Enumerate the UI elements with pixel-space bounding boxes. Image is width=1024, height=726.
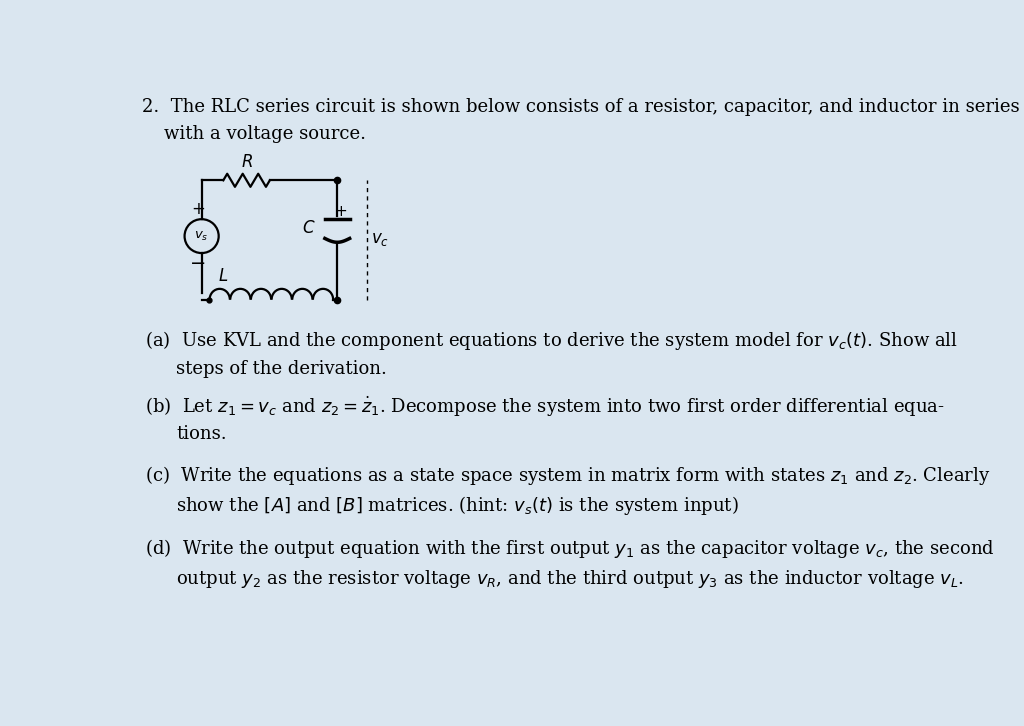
Text: tions.: tions. xyxy=(176,425,226,443)
Text: $R$: $R$ xyxy=(241,154,253,171)
Text: (b)  Let $z_1 = v_c$ and $z_2 = \dot{z}_1$. Decompose the system into two first : (b) Let $z_1 = v_c$ and $z_2 = \dot{z}_1… xyxy=(145,394,945,419)
Text: $C$: $C$ xyxy=(302,220,315,237)
Text: $v_c$: $v_c$ xyxy=(372,232,389,248)
Text: (d)  Write the output equation with the first output $y_1$ as the capacitor volt: (d) Write the output equation with the f… xyxy=(145,537,994,560)
Text: −: − xyxy=(190,253,207,272)
Text: $v_s$: $v_s$ xyxy=(195,229,209,242)
Text: +: + xyxy=(191,200,206,219)
Text: (a)  Use KVL and the component equations to derive the system model for $v_c(t)$: (a) Use KVL and the component equations … xyxy=(145,329,958,352)
Text: $L$: $L$ xyxy=(218,268,228,285)
Text: steps of the derivation.: steps of the derivation. xyxy=(176,359,387,378)
Text: output $y_2$ as the resistor voltage $v_R$, and the third output $y_3$ as the in: output $y_2$ as the resistor voltage $v_… xyxy=(176,568,964,590)
Text: with a voltage source.: with a voltage source. xyxy=(164,125,366,143)
Text: 2.  The RLC series circuit is shown below consists of a resistor, capacitor, and: 2. The RLC series circuit is shown below… xyxy=(142,98,1020,116)
Text: show the $[A]$ and $[B]$ matrices. (hint: $v_s(t)$ is the system input): show the $[A]$ and $[B]$ matrices. (hint… xyxy=(176,494,738,518)
Text: +: + xyxy=(334,204,347,219)
Text: (c)  Write the equations as a state space system in matrix form with states $z_1: (c) Write the equations as a state space… xyxy=(145,464,990,486)
